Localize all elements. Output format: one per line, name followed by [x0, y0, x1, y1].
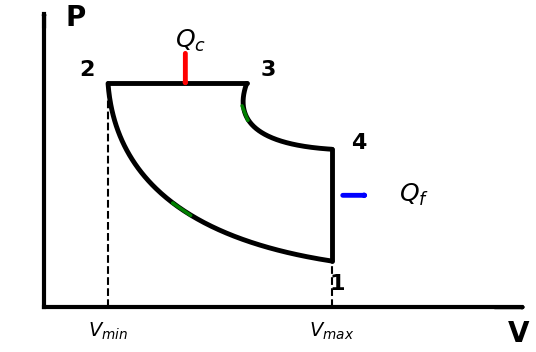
Text: 4: 4 — [351, 133, 366, 153]
Text: 3: 3 — [260, 60, 276, 80]
Text: $Q_f$: $Q_f$ — [399, 182, 429, 208]
Text: $V_{max}$: $V_{max}$ — [309, 320, 355, 341]
Text: P: P — [65, 4, 86, 32]
Text: V: V — [508, 320, 530, 348]
Text: 2: 2 — [79, 60, 94, 80]
Text: $V_{min}$: $V_{min}$ — [88, 320, 128, 341]
Text: $Q_c$: $Q_c$ — [175, 27, 206, 54]
Text: 1: 1 — [330, 274, 345, 294]
